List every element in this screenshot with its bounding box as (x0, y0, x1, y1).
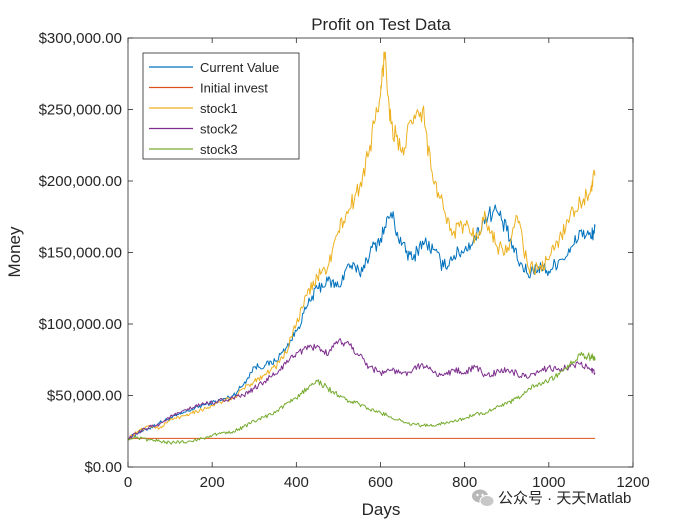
y-axis-ticks: $0.00 $50,000.00 $100,000.00 $150,000.00 $20… (39, 30, 633, 476)
legend-label-initial-invest: Initial invest (200, 81, 268, 96)
watermark: 公众号 · 天天Matlab (472, 489, 631, 507)
x-axis-ticks: 0 200 400 600 800 1000 1200 (124, 38, 650, 491)
legend: Current Value Initial invest stock1 stock2 s… (142, 52, 300, 160)
series-line-stock2 (127, 338, 596, 440)
y-tick-label: $250,000.00 (39, 102, 122, 119)
legend-label-stock3: stock3 (200, 142, 238, 157)
legend-box (142, 52, 300, 160)
y-axis-title: Money (5, 226, 24, 278)
legend-label-current-value: Current Value (200, 60, 279, 75)
legend-label-stock2: stock2 (200, 122, 238, 137)
series-layer (127, 51, 596, 445)
x-tick-label: 800 (452, 474, 477, 491)
series-line-stock1 (127, 51, 596, 440)
legend-label-stock1: stock1 (200, 101, 238, 116)
x-tick-label: 600 (368, 474, 393, 491)
x-tick-label: 1200 (616, 474, 649, 491)
x-tick-label: 400 (284, 474, 309, 491)
chart-title: Profit on Test Data (311, 15, 451, 34)
series-line-stock3 (127, 351, 596, 445)
wechat-icon (472, 489, 495, 507)
watermark-text: 公众号 · 天天Matlab (498, 490, 631, 507)
y-tick-label: $100,000.00 (39, 316, 122, 333)
y-tick-label: $300,000.00 (39, 30, 122, 47)
y-tick-label: $200,000.00 (39, 173, 122, 190)
x-tick-label: 1000 (532, 474, 565, 491)
x-axis-title: Days (362, 500, 401, 519)
y-tick-label: $150,000.00 (39, 245, 122, 262)
y-tick-label: $0.00 (84, 459, 122, 476)
y-tick-label: $50,000.00 (47, 388, 122, 405)
x-tick-label: 0 (124, 474, 132, 491)
x-tick-label: 200 (200, 474, 225, 491)
